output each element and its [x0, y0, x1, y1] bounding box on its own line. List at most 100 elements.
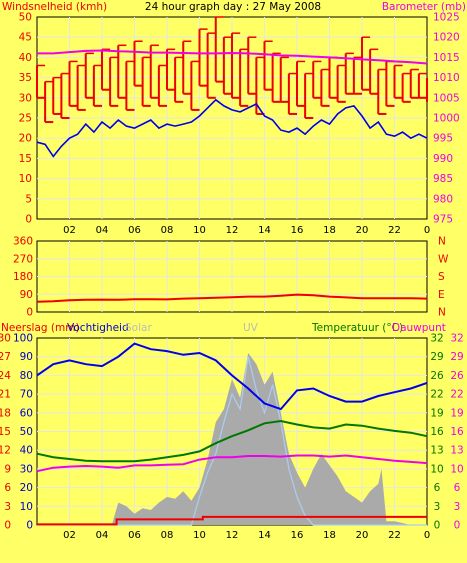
dewpoint-tick-label: 26 [450, 370, 464, 382]
wind-tick-label: 20 [19, 133, 32, 145]
direction-degree-label: 0 [26, 307, 33, 319]
wind-tick-label: 0 [25, 214, 32, 226]
x-tick-label: 14 [258, 225, 271, 236]
humidity-tick-label: 20 [20, 482, 33, 494]
direction-compass-label: S [438, 271, 445, 283]
barometer-tick-label: 1005 [433, 92, 460, 104]
humidity-axis-title: Vochtigheid [67, 322, 129, 334]
direction-compass-label: E [438, 289, 445, 301]
humidity-line [36, 342, 428, 411]
humidity-tick-label: 80 [20, 370, 33, 382]
temperature-tick-label: 16 [430, 426, 444, 438]
temperature-line [36, 419, 428, 463]
temperature-tick-label: 10 [430, 463, 443, 475]
wind-pressure-series [36, 16, 428, 158]
x-tick-label: 06 [128, 530, 141, 541]
barometer-tick-label: 980 [433, 193, 453, 205]
dewpoint-tick-label: 3 [454, 501, 461, 513]
dewpoint-tick-label: 10 [450, 463, 463, 475]
humidity-tick-label: 30 [20, 463, 33, 475]
dewpoint-tick-label: 22 [450, 389, 463, 401]
x-tick-label: 22 [388, 225, 401, 236]
rain-tick-label: 3 [4, 501, 11, 513]
barometer-tick-label: 1010 [433, 72, 460, 84]
temperature-tick-label: 6 [434, 482, 441, 494]
rain-tick-label: 6 [4, 482, 11, 494]
wind-tick-label: 5 [25, 193, 32, 205]
direction-degree-label: 90 [20, 289, 33, 301]
wind-direction-grid [37, 241, 427, 312]
humidity-tick-label: 40 [20, 445, 33, 457]
climate-tick-labels: 0369121518212427300102030405060708090100… [0, 333, 464, 542]
x-tick-label: 04 [96, 530, 109, 541]
temperature-tick-label: 13 [430, 445, 443, 457]
barometer-tick-label: 1000 [433, 113, 460, 125]
direction-compass-label: N [438, 236, 446, 248]
temperature-axis-title: Temperatuur (°C) [311, 322, 403, 334]
barometer-tick-label: 975 [433, 214, 453, 226]
x-tick-label: 16 [291, 225, 304, 236]
solar-area [37, 353, 427, 525]
barometer-tick-label: 1025 [433, 12, 460, 24]
rain-tick-label: 12 [0, 445, 11, 457]
rain-tick-label: 30 [0, 333, 11, 345]
temperature-tick-label: 19 [430, 407, 443, 419]
direction-compass-label: N [438, 307, 446, 319]
x-tick-label: 12 [226, 225, 239, 236]
rain-axis-title: Neerslag (mm) [1, 322, 80, 334]
wind-pressure-tick-labels: 0510152025303540455097598098599099510001… [19, 12, 460, 237]
x-tick-label: 10 [193, 530, 206, 541]
x-tick-label: 0 [424, 530, 430, 541]
x-tick-label: 04 [96, 225, 109, 236]
humidity-tick-label: 70 [20, 389, 33, 401]
dewpoint-tick-label: 32 [450, 333, 463, 345]
x-tick-label: 16 [291, 530, 304, 541]
humidity-tick-label: 0 [26, 520, 33, 532]
rain-tick-label: 15 [0, 426, 11, 438]
wind-tick-label: 25 [19, 113, 32, 125]
x-tick-label: 18 [323, 225, 336, 236]
wind-tick-label: 45 [19, 32, 32, 44]
humidity-tick-label: 60 [20, 407, 33, 419]
temperature-tick-label: 0 [434, 520, 441, 532]
dewpoint-axis-title: Dauwpunt [392, 322, 446, 334]
x-tick-label: 12 [226, 530, 239, 541]
x-tick-label: 08 [161, 225, 174, 236]
dewpoint-line [36, 454, 428, 473]
rain-tick-label: 0 [4, 520, 11, 532]
solar-axis-title: Solar [125, 322, 152, 334]
humidity-tick-label: 50 [20, 426, 33, 438]
uv-axis-title: UV [243, 322, 259, 334]
barometer-line [37, 49, 428, 65]
x-tick-label: 02 [63, 225, 76, 236]
dewpoint-tick-label: 6 [454, 482, 461, 494]
direction-degree-label: 180 [13, 271, 33, 283]
wind-average-line [36, 98, 428, 158]
humidity-tick-label: 10 [20, 501, 33, 513]
wind-tick-label: 35 [19, 72, 32, 84]
x-tick-label: 08 [161, 530, 174, 541]
temperature-tick-label: 32 [430, 333, 443, 345]
wind-tick-label: 30 [19, 92, 32, 104]
x-tick-label: 10 [193, 225, 206, 236]
rain-tick-label: 9 [4, 463, 11, 475]
wind-tick-label: 50 [19, 12, 32, 24]
barometer-tick-label: 995 [433, 133, 453, 145]
dewpoint-tick-label: 13 [450, 445, 463, 457]
wind-axis-title: Windsnelheid (kmh) [2, 1, 107, 13]
wind-tick-label: 10 [19, 173, 32, 185]
x-tick-label: 0 [424, 225, 430, 236]
direction-degree-label: 270 [13, 253, 33, 265]
temperature-tick-label: 3 [434, 501, 441, 513]
wind-tick-label: 15 [19, 153, 32, 165]
humidity-tick-label: 100 [13, 333, 33, 345]
dewpoint-tick-label: 0 [454, 520, 461, 532]
x-tick-label: 02 [63, 530, 76, 541]
temperature-tick-label: 29 [430, 351, 443, 363]
dewpoint-tick-label: 29 [450, 351, 463, 363]
chart-title: 24 hour graph day : 27 May 2008 [145, 1, 321, 13]
x-tick-label: 06 [128, 225, 141, 236]
barometer-tick-label: 1015 [433, 52, 460, 64]
direction-degree-label: 360 [13, 236, 33, 248]
